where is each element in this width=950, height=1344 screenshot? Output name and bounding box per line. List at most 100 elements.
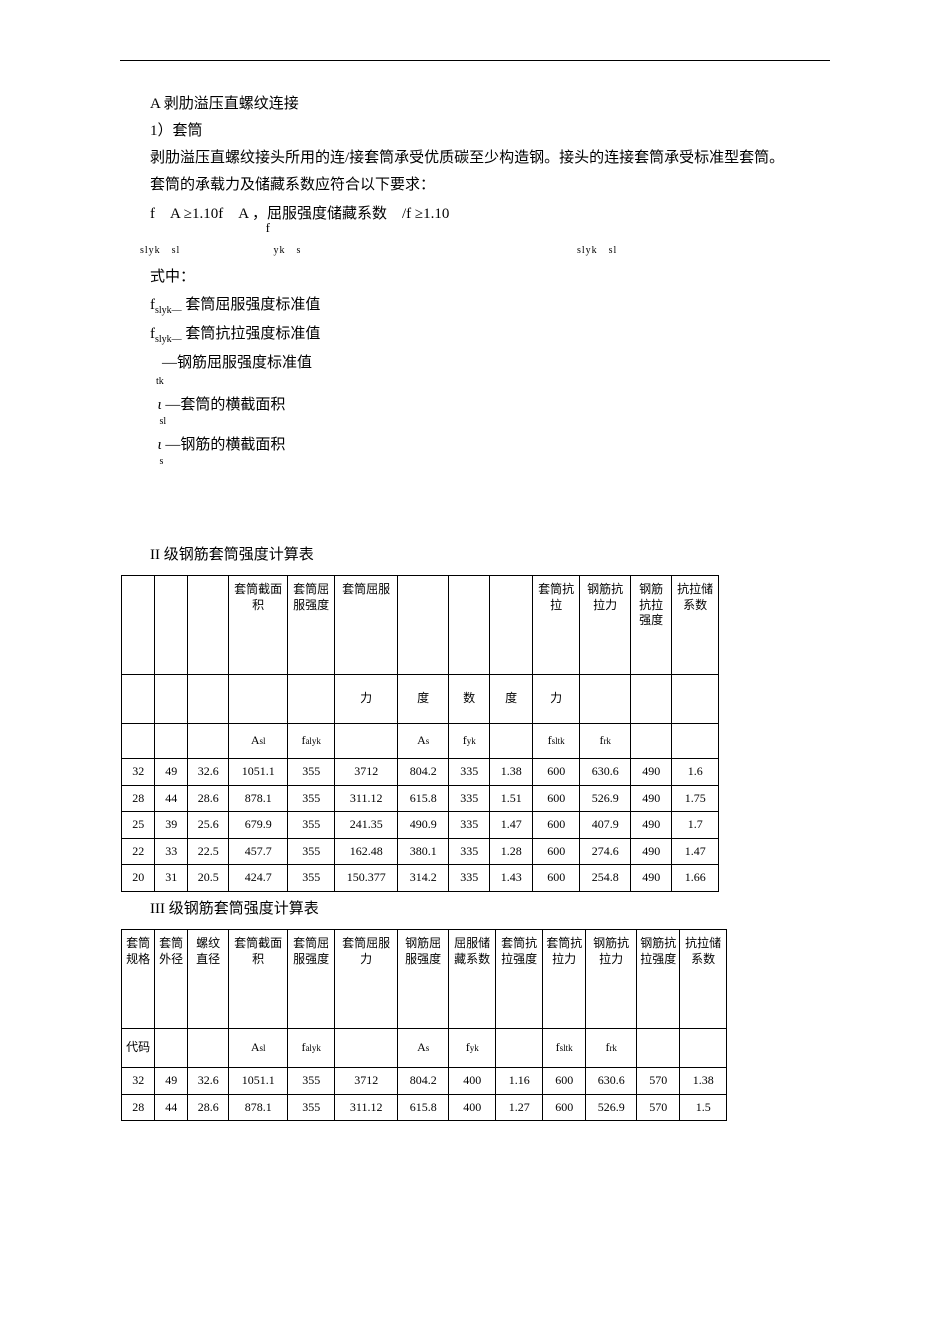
t1-r2-c11: 490 [631,812,672,839]
paragraph-2: 套筒的承载力及储藏系数应符合以下要求： [120,172,830,199]
t1-h1-4: 套筒屈服强度 [288,576,335,675]
t2-r1-c9: 600 [543,1094,586,1121]
t1-r1-c6: 615.8 [398,785,449,812]
def5-sub: s [160,453,831,471]
top-border [120,60,830,61]
t2-r1-c6: 615.8 [398,1094,449,1121]
t2-h2-6: As [398,1028,449,1067]
t1-r1-c1: 44 [155,785,188,812]
t1-r2-c9: 600 [533,812,580,839]
t1-r1-c0: 28 [122,785,155,812]
t2-h1-7: 屈服储藏系数 [449,929,496,1028]
t1-r4-c5: 150.377 [335,865,398,892]
t2-h2-2 [188,1028,229,1067]
formula-sub-f: f [266,216,270,239]
t1-r1-c4: 355 [288,785,335,812]
t2-h1-12: 抗拉储系数 [680,929,727,1028]
t2-r0-c11: 570 [637,1067,680,1094]
t1-r3-c7: 335 [449,838,490,865]
t1-r4-c2: 20.5 [188,865,229,892]
t2-h1-1: 套筒外径 [155,929,188,1028]
t1-r3-c1: 33 [155,838,188,865]
t1-r1-c11: 490 [631,785,672,812]
t2-h1-9: 套筒抗拉力 [543,929,586,1028]
t1-h3-9: fsltk [533,724,580,759]
t1-r2-c0: 25 [122,812,155,839]
t1-r0-c12: 1.6 [672,759,719,786]
t2-r1-c5: 311.12 [335,1094,398,1121]
t1-r2-c5: 241.35 [335,812,398,839]
t1-r0-c3: 1051.1 [229,759,288,786]
t2-h2-11 [637,1028,680,1067]
t1-h3-5 [335,724,398,759]
t1-r4-c8: 1.43 [490,865,533,892]
t2-r1-c2: 28.6 [188,1094,229,1121]
t1-h1-8 [490,576,533,675]
t1-h2-1 [155,675,188,724]
t1-h3-4: falyk [288,724,335,759]
t2-r1-c11: 570 [637,1094,680,1121]
t2-r1-c12: 1.5 [680,1094,727,1121]
def1-sub: slyk— [155,305,182,316]
t1-r3-c4: 355 [288,838,335,865]
t1-h3-7: fyk [449,724,490,759]
t1-r1-c8: 1.51 [490,785,533,812]
t2-h2-9: fsltk [543,1028,586,1067]
def2-sub: slyk— [155,334,182,345]
t2-r0-c3: 1051.1 [229,1067,288,1094]
table-1: 套筒截面积套筒屈服强度套筒屈服套筒抗拉钢筋抗拉力钢筋抗拉强度抗拉储系数力度数度力… [121,575,719,892]
t1-h3-8 [490,724,533,759]
t1-h3-3: Asl [229,724,288,759]
t1-r4-c9: 600 [533,865,580,892]
t2-h2-4: falyk [288,1028,335,1067]
def-1: fslyk— 套筒屈服强度标准值 [120,292,830,320]
t1-h3-0 [122,724,155,759]
t1-h3-11 [631,724,672,759]
def-2: fslyk— 套筒抗拉强度标准值 [120,321,830,349]
t1-r1-c7: 335 [449,785,490,812]
t1-r2-c12: 1.7 [672,812,719,839]
t1-r2-c2: 25.6 [188,812,229,839]
t1-r4-c6: 314.2 [398,865,449,892]
t1-h1-5: 套筒屈服 [335,576,398,675]
t1-r0-c8: 1.38 [490,759,533,786]
t1-r4-c3: 424.7 [229,865,288,892]
t2-h1-2: 螺纹直径 [188,929,229,1028]
t1-r3-c6: 380.1 [398,838,449,865]
t1-r4-c10: 254.8 [580,865,631,892]
def4-sym: ι [158,397,162,413]
t2-r0-c6: 804.2 [398,1067,449,1094]
t2-r1-c10: 526.9 [586,1094,637,1121]
t1-r3-c11: 490 [631,838,672,865]
t1-r3-c10: 274.6 [580,838,631,865]
t1-r4-c12: 1.66 [672,865,719,892]
t1-r4-c4: 355 [288,865,335,892]
t1-r0-c2: 32.6 [188,759,229,786]
t1-r4-c0: 20 [122,865,155,892]
t2-r0-c5: 3712 [335,1067,398,1094]
t1-h1-6 [398,576,449,675]
t1-r4-c7: 335 [449,865,490,892]
t2-r0-c4: 355 [288,1067,335,1094]
t1-r0-c5: 3712 [335,759,398,786]
t1-r0-c0: 32 [122,759,155,786]
table-2: 套筒规格套筒外径螺纹直径套筒截面积套筒屈服强度套筒屈服力钢筋屈服强度屈服储藏系数… [121,929,727,1121]
def-4: ι —套筒的横截面积 sl [120,392,830,431]
t1-r0-c1: 49 [155,759,188,786]
def5-txt: —钢筋的横截面积 [165,437,285,453]
t1-r3-c12: 1.47 [672,838,719,865]
t1-r3-c3: 457.7 [229,838,288,865]
t1-h1-3: 套筒截面积 [229,576,288,675]
t1-h2-7: 数 [449,675,490,724]
t2-h1-4: 套筒屈服强度 [288,929,335,1028]
t1-r3-c9: 600 [533,838,580,865]
t1-h1-7 [449,576,490,675]
t1-r0-c10: 630.6 [580,759,631,786]
t1-r2-c4: 355 [288,812,335,839]
t1-r2-c10: 407.9 [580,812,631,839]
t2-h2-8 [496,1028,543,1067]
t2-h1-11: 钢筋抗拉强度 [637,929,680,1028]
t1-r1-c10: 526.9 [580,785,631,812]
def4-txt: —套筒的横截面积 [165,397,285,413]
t1-h1-1 [155,576,188,675]
